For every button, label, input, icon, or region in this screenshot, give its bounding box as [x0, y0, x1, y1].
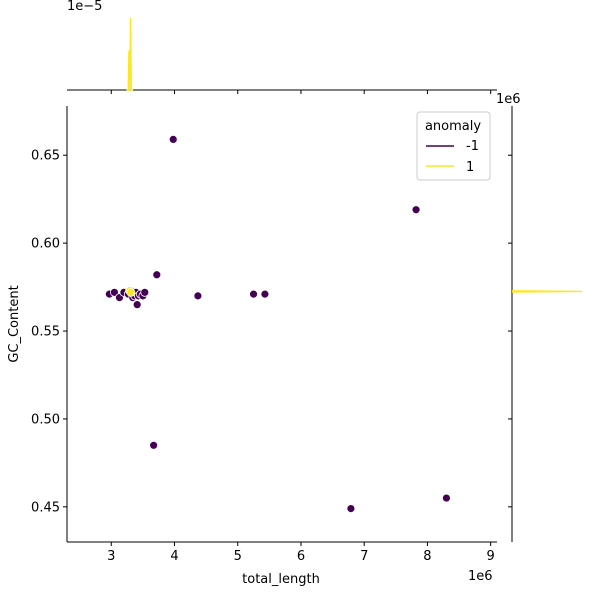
scatter-point — [140, 287, 150, 297]
scatter-point — [132, 300, 142, 310]
x-axis-label: total_length — [242, 572, 320, 587]
scatter-point — [193, 291, 203, 301]
x-tick-label: 9 — [487, 549, 495, 564]
scatter-point — [168, 135, 178, 144]
x-axis-ticks: 3 4 5 6 7 8 9 — [107, 542, 495, 564]
right-marginal-ticks — [508, 154, 512, 508]
x-axis-offset-label: 1e6 — [468, 569, 493, 584]
top-marginal-x-ticks — [110, 90, 492, 94]
scatter-point — [442, 493, 451, 503]
main-axes: 3 4 5 6 7 8 9 0.45 0.50 0.55 0.60 0.65 total_lengt… — [7, 90, 497, 587]
y-axis-label: GC_Content — [7, 285, 22, 362]
legend: anomaly -1 1 — [416, 111, 491, 181]
legend-title: anomaly — [425, 119, 481, 134]
scatter-point — [126, 287, 136, 297]
right-marginal-kde-curve — [511, 290, 583, 293]
y-tick-label: 0.45 — [31, 500, 60, 515]
top-marginal: 1e−5 — [67, 0, 497, 91]
x-tick-label: 4 — [170, 549, 178, 564]
y-tick-label: 0.60 — [31, 237, 60, 252]
x-tick-label: 7 — [360, 549, 368, 564]
scatter-point — [411, 205, 421, 215]
scatter-point — [110, 287, 119, 297]
x-tick-label: 6 — [297, 549, 305, 564]
right-marginal-offset-label: 1e6 — [496, 92, 521, 107]
y-tick-label: 0.65 — [31, 149, 60, 164]
scatter-point — [346, 504, 356, 513]
scatter-points — [104, 135, 451, 513]
top-marginal-kde-curve — [126, 17, 134, 91]
scatter-point — [149, 440, 159, 450]
legend-label-neg: -1 — [466, 139, 479, 154]
x-tick-label: 3 — [107, 549, 115, 564]
legend-label-pos: 1 — [466, 160, 474, 175]
y-axis-ticks: 0.45 0.50 0.55 0.60 0.65 — [31, 149, 67, 515]
y-tick-label: 0.55 — [31, 325, 60, 340]
right-marginal: 1e6 — [496, 92, 583, 542]
y-tick-label: 0.50 — [31, 412, 60, 427]
scatter-point — [260, 289, 270, 299]
top-marginal-offset-label: 1e−5 — [67, 0, 102, 14]
x-tick-label: 5 — [234, 549, 242, 564]
scatter-point — [249, 289, 258, 299]
scatter-point — [152, 270, 162, 280]
x-tick-label: 8 — [423, 549, 431, 564]
